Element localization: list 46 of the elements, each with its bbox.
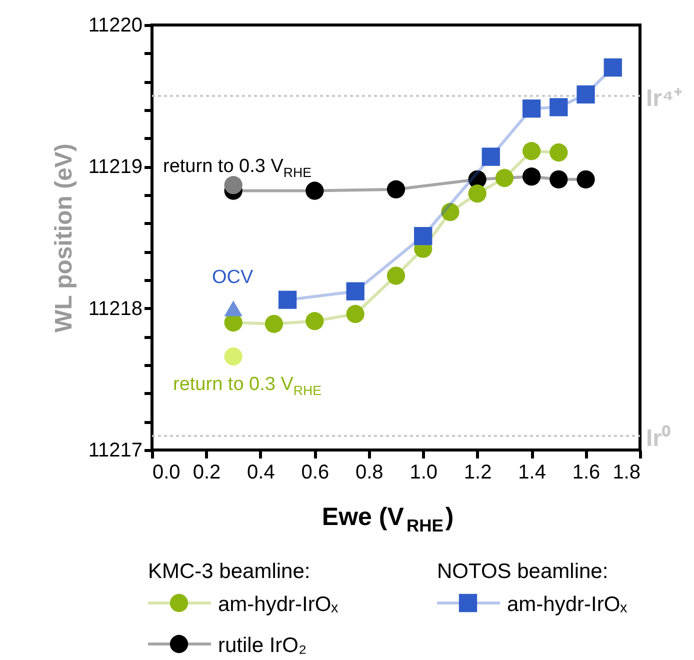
point xyxy=(468,184,486,203)
point xyxy=(224,347,242,366)
point xyxy=(224,176,242,194)
x-tick-label: 1.0 xyxy=(410,462,438,484)
x-tick-label: 1.2 xyxy=(464,462,492,484)
point xyxy=(522,142,541,160)
annotation: OCV xyxy=(212,267,254,288)
y-tick-label: 11219 xyxy=(88,156,142,178)
point xyxy=(306,312,324,330)
y-tick-label: 11217 xyxy=(88,440,142,462)
x-tick-label: 1.6 xyxy=(572,462,600,484)
point xyxy=(482,148,500,166)
point xyxy=(224,300,242,316)
x-tick-label: 0.0 xyxy=(152,462,180,484)
y-tick-label: 11218 xyxy=(88,298,142,320)
x-tick-label: 0.4 xyxy=(247,462,275,484)
x-tick-label: 0.6 xyxy=(301,462,330,484)
point xyxy=(346,282,364,300)
point xyxy=(414,227,432,246)
point xyxy=(495,168,514,188)
point xyxy=(550,143,568,162)
point xyxy=(576,85,595,104)
y-tick-label: 11220 xyxy=(88,14,142,36)
text: KMC-3 beamline: xyxy=(148,560,310,583)
x-tick-label: 0.2 xyxy=(192,462,221,484)
point xyxy=(604,58,622,77)
legend-label: am-hydr-IrOₓ xyxy=(218,593,338,616)
point xyxy=(441,202,460,222)
point xyxy=(278,290,297,309)
x-tick-label: 1.8 xyxy=(612,462,640,484)
legend-label: am-hydr-IrOₓ xyxy=(507,593,628,616)
point xyxy=(264,314,284,333)
y-axis-title: WL position (eV) xyxy=(50,144,78,332)
point xyxy=(550,170,568,188)
point xyxy=(386,180,406,198)
point xyxy=(522,100,541,118)
point xyxy=(346,304,364,324)
x-tick-label: 1.4 xyxy=(518,462,546,484)
point xyxy=(386,266,406,285)
point xyxy=(550,98,568,116)
text: NOTOS beamline: xyxy=(437,560,608,583)
point xyxy=(306,182,324,200)
x-tick-label: 0.8 xyxy=(355,462,384,484)
legend-label: rutile IrO₂ xyxy=(218,634,307,657)
point xyxy=(576,170,595,188)
point xyxy=(522,168,541,186)
